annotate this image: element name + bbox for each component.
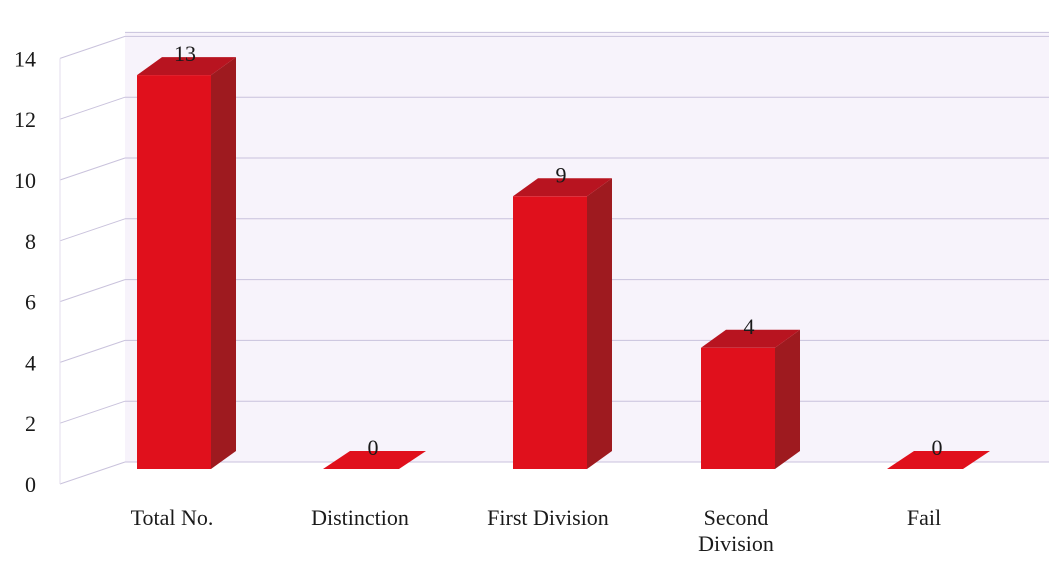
data-label: 4	[744, 314, 755, 339]
x-tick-label: Distinction	[311, 505, 409, 530]
y-tick-label: 4	[25, 350, 36, 375]
gridline-perspective	[59, 96, 126, 120]
bar	[513, 196, 587, 470]
data-label: 9	[556, 162, 567, 187]
gridline-perspective	[59, 218, 126, 242]
y-tick-label: 6	[25, 290, 36, 315]
y-tick-label: 12	[14, 107, 36, 132]
y-tick-label: 8	[25, 229, 36, 254]
bar-flat	[887, 451, 990, 469]
data-label: 13	[174, 41, 196, 66]
bar-side	[211, 57, 236, 469]
x-tick-label: Fail	[907, 505, 941, 530]
gridline-perspective	[59, 339, 126, 363]
y-tick-label: 14	[14, 46, 36, 71]
gridline-perspective	[59, 461, 126, 485]
bar	[137, 75, 211, 469]
y-tick-label: 0	[25, 472, 36, 497]
bar-top	[137, 57, 236, 76]
bar-top	[701, 329, 800, 348]
gridline-perspective	[59, 35, 126, 59]
bar-side	[775, 329, 800, 469]
gridline-perspective	[59, 157, 126, 181]
x-tick-label: Division	[698, 531, 774, 556]
bar-side	[587, 178, 612, 470]
bar-top	[513, 178, 612, 197]
y-tick-label: 10	[14, 168, 36, 193]
x-tick-label: Total No.	[131, 505, 214, 530]
data-label: 0	[368, 435, 379, 460]
data-label: 0	[932, 435, 943, 460]
bar	[701, 347, 775, 469]
bar-flat	[323, 451, 426, 469]
gridline-perspective	[59, 400, 126, 424]
x-tick-label: Second	[704, 505, 769, 530]
gridline-perspective	[59, 279, 126, 303]
y-tick-label: 2	[25, 411, 36, 436]
x-tick-label: First Division	[487, 505, 609, 530]
